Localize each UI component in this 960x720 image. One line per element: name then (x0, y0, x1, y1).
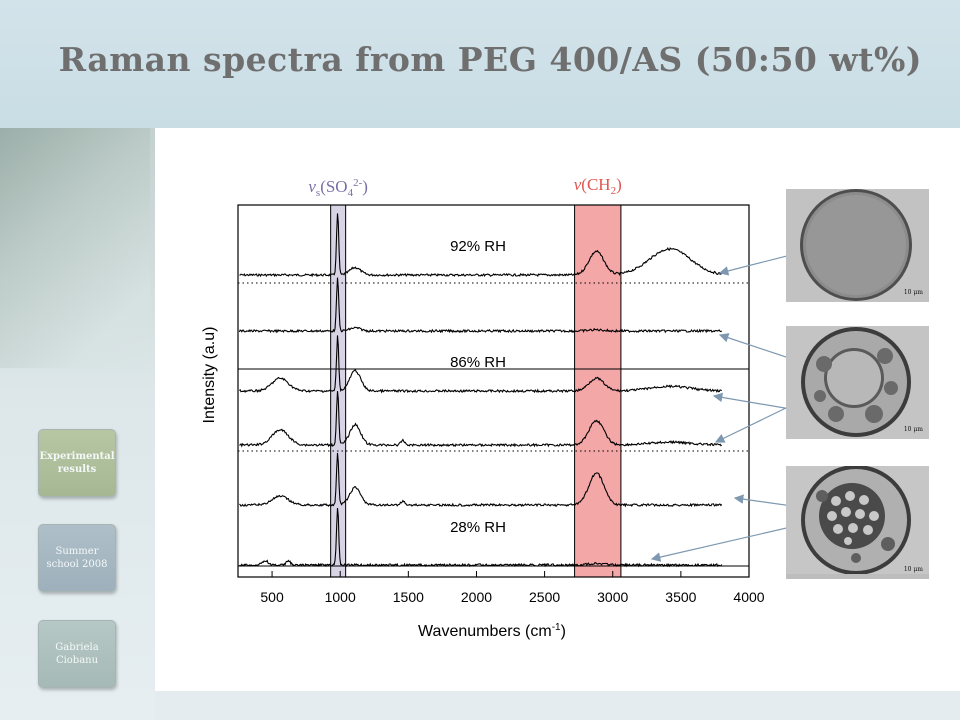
scale-label: 10 μm (903, 566, 923, 573)
slide-header (0, 0, 960, 128)
sidebar-decoration (0, 128, 150, 368)
experimental-results-button[interactable]: Experimental results (38, 429, 116, 497)
x-tick-label: 2500 (529, 589, 560, 605)
ch2-band (574, 204, 622, 578)
ch2-band-label: ν(CH2) (574, 175, 622, 197)
spectrum-line-3 (239, 335, 722, 394)
x-tick-label: 2000 (461, 589, 492, 605)
spectrum-line-1 (239, 213, 723, 278)
x-tick-label: 500 (260, 589, 284, 605)
series-label: 92% RH (450, 238, 506, 255)
micrograph-92rh: 10 μm (786, 189, 929, 302)
spectrum-line-2 (238, 277, 723, 334)
spectrum-line-4 (239, 391, 722, 448)
scale-label: 10 μm (903, 426, 923, 433)
x-tick-label: 3500 (665, 589, 696, 605)
series-labels: 92% RH 86% RH 28% RH (450, 238, 506, 536)
summer-school-button[interactable]: Summer school 2008 (38, 524, 116, 592)
series-label: 86% RH (450, 354, 506, 371)
micrograph-28rh: 10 μm (786, 466, 929, 579)
author-button[interactable]: Gabriela Ciobanu (38, 620, 116, 688)
x-tick-label: 1500 (393, 589, 424, 605)
x-tick-label: 1000 (325, 589, 356, 605)
x-tick-label: 3000 (597, 589, 628, 605)
y-axis-label: Intensity (a.u) (201, 327, 218, 424)
x-tick-label: 4000 (733, 589, 764, 605)
plot-frame (237, 204, 750, 578)
micrograph-86rh: 10 μm (786, 326, 929, 439)
band-labels: νs(SO42-) ν(CH2) (308, 175, 621, 199)
highlight-bands (330, 204, 622, 578)
sulfate-band-label: νs(SO42-) (308, 177, 368, 199)
x-axis-ticks: 500 1000 1500 2000 2500 3000 3500 4000 (260, 571, 765, 605)
spectra (238, 213, 723, 568)
bottom-strip (155, 691, 960, 720)
x-axis-label: Wavenumbers (cm-1) (418, 622, 566, 640)
series-label: 28% RH (450, 519, 506, 536)
slide-title: Raman spectra from PEG 400/AS (50:50 wt%… (58, 40, 922, 79)
spectrum-line-5 (239, 452, 723, 508)
scale-label: 10 μm (903, 289, 923, 296)
spectrum-line-6 (239, 507, 723, 568)
